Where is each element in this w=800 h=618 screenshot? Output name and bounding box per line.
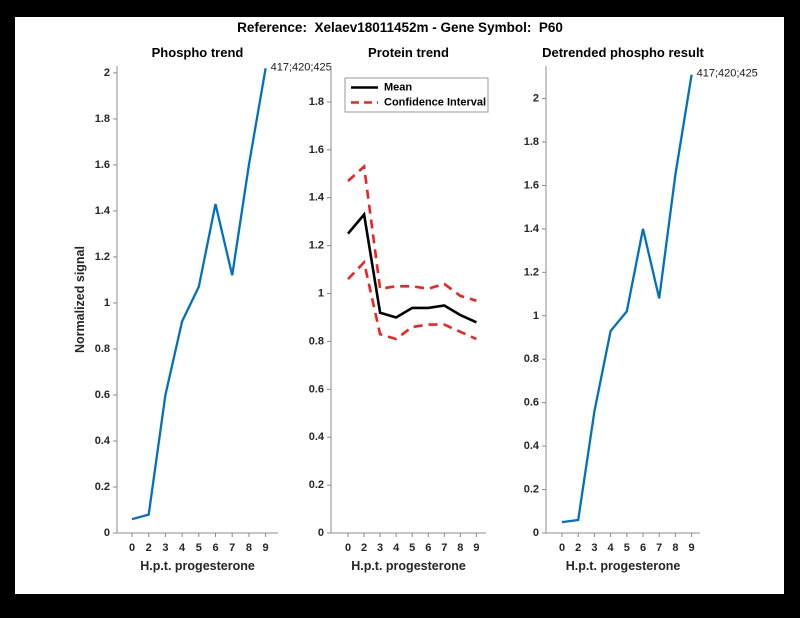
- legend-box: [344, 77, 489, 113]
- series-line-mean: [347, 211, 477, 324]
- y-tick-label: 0.8: [309, 335, 324, 347]
- peptide-annotation: 417;420;425: [271, 61, 332, 73]
- subplot-2: 00.20.40.60.811.21.41.61.80 2 3 4 5 6 7 8 9H.p.t…: [309, 45, 489, 573]
- y-tick-label: 0.4: [95, 435, 111, 447]
- y-tick-label: 2: [533, 93, 539, 105]
- legend-item-label: Confidence Interval: [384, 97, 486, 109]
- y-tick-label: 1.8: [309, 96, 324, 108]
- series-line-detrended-phospho-signal: [561, 74, 693, 524]
- subplot-title: Protein trend: [368, 45, 449, 60]
- y-tick-label: 0.2: [524, 484, 539, 496]
- y-tick-label: 1.4: [524, 223, 540, 235]
- x-tick-label: 3: [377, 542, 383, 554]
- subplot-title: Detrended phospho result: [542, 45, 704, 60]
- x-tick-label: 0: [129, 542, 135, 554]
- y-tick-label: 1.6: [95, 159, 110, 171]
- y-axis-label: Normalized signal: [73, 246, 87, 353]
- x-tick-label: 8: [672, 542, 678, 554]
- x-tick-label: 8: [246, 542, 252, 554]
- x-axis-label: H.p.t. progesterone: [140, 559, 255, 573]
- y-tick-label: 1.2: [309, 240, 324, 252]
- y-tick-label: 0.4: [524, 440, 540, 452]
- x-tick-label: 4: [608, 542, 615, 554]
- y-tick-label: 1.2: [524, 266, 539, 278]
- x-tick-label: 2: [575, 542, 581, 554]
- x-tick-label: 0: [345, 542, 351, 554]
- y-tick-label: 0: [104, 527, 110, 539]
- x-tick-label: 6: [640, 542, 646, 554]
- x-tick-label: 3: [591, 542, 597, 554]
- x-tick-label: 0: [559, 542, 565, 554]
- x-tick-label: 5: [409, 542, 415, 554]
- legend-item-label: Mean: [384, 82, 412, 94]
- subplot-1: 00.20.40.60.811.21.41.61.820 2 3 4 5 6 7 8 9H.p.…: [73, 45, 332, 573]
- y-tick-label: 0.8: [524, 353, 539, 365]
- subplots-group: 00.20.40.60.811.21.41.61.820 2 3 4 5 6 7 8 9H.p.…: [73, 45, 758, 573]
- y-tick-label: 0.4: [309, 431, 325, 443]
- x-tick-label: 9: [689, 542, 695, 554]
- y-tick-label: 0.8: [95, 343, 110, 355]
- y-tick-label: 1.2: [95, 251, 110, 263]
- x-tick-label: 7: [441, 542, 447, 554]
- y-tick-label: 0: [318, 527, 324, 539]
- x-tick-label: 3: [162, 542, 168, 554]
- x-tick-label: 5: [196, 542, 202, 554]
- x-tick-label: 6: [425, 542, 431, 554]
- y-tick-label: 2: [104, 67, 110, 79]
- figure-title: Reference: Xelaev18011452m - Gene Symbol…: [237, 20, 563, 35]
- x-axis-label: H.p.t. progesterone: [566, 559, 681, 573]
- x-tick-label: 4: [179, 542, 186, 554]
- legend: Mean Confidence Interval: [344, 77, 489, 113]
- series-line-confidence-interval-lower: [347, 259, 477, 341]
- y-tick-label: 1.6: [309, 144, 324, 156]
- subplot-3: 00.20.40.60.811.21.41.61.820 2 3 4 5 6 7 8 9H.p.…: [524, 45, 758, 573]
- y-tick-label: 0.6: [309, 383, 324, 395]
- y-tick-label: 0.2: [309, 479, 324, 491]
- y-tick-label: 1: [533, 310, 539, 322]
- y-tick-label: 1.4: [95, 205, 111, 217]
- y-tick-label: 1: [104, 297, 110, 309]
- x-tick-label: 7: [656, 542, 662, 554]
- series-line-confidence-interval-upper: [347, 163, 477, 302]
- subplot-title: Phospho trend: [152, 45, 244, 60]
- x-tick-label: 9: [473, 542, 479, 554]
- y-tick-label: 1.6: [524, 179, 539, 191]
- x-tick-label: 2: [361, 542, 367, 554]
- x-tick-label: 7: [229, 542, 235, 554]
- y-tick-label: 0.2: [95, 481, 110, 493]
- y-tick-label: 1.8: [95, 113, 110, 125]
- y-tick-label: 0.6: [524, 397, 539, 409]
- x-tick-label: 2: [146, 542, 152, 554]
- y-tick-label: 0: [533, 527, 539, 539]
- y-tick-label: 1.8: [524, 136, 539, 148]
- figure-canvas: [15, 17, 784, 594]
- y-tick-label: 0.6: [95, 389, 110, 401]
- x-tick-label: 5: [624, 542, 630, 554]
- x-tick-label: 9: [263, 542, 269, 554]
- y-tick-label: 1.4: [309, 192, 325, 204]
- peptide-annotation: 417;420;425: [697, 68, 758, 80]
- x-tick-label: 6: [212, 542, 218, 554]
- x-tick-label: 8: [457, 542, 463, 554]
- y-tick-label: 1: [318, 288, 324, 300]
- x-axis-label: H.p.t. progesterone: [351, 559, 466, 573]
- x-tick-label: 4: [393, 542, 400, 554]
- series-line-phospho-signal: [131, 68, 267, 521]
